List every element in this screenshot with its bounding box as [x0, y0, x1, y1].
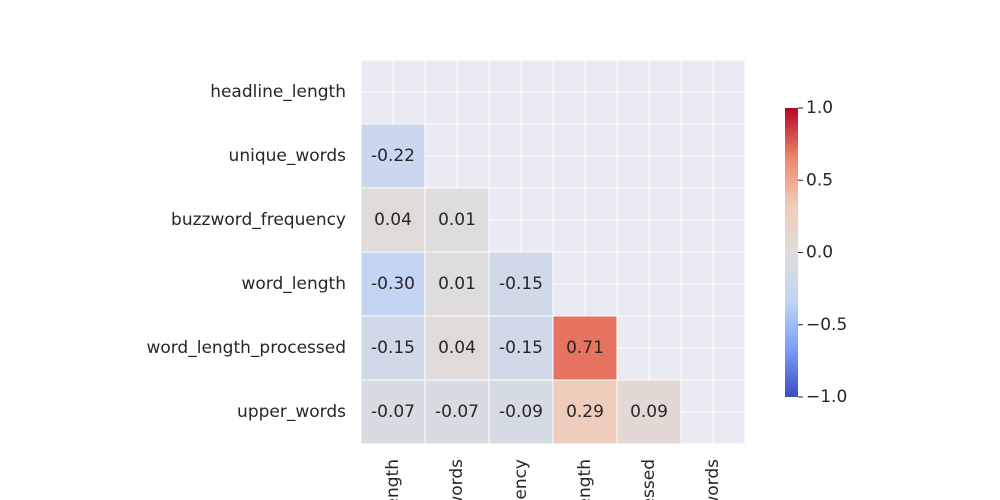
heatmap-cell — [360, 123, 426, 189]
heatmap-cell — [488, 379, 554, 445]
cell-label: -0.15 — [499, 274, 543, 294]
y-tick-label: word_length_processed — [146, 338, 346, 358]
heatmap-cell — [616, 379, 682, 445]
cell-label: -0.22 — [371, 146, 415, 166]
cell-label: 0.01 — [438, 210, 476, 230]
heatmap-cell — [552, 379, 618, 445]
heatmap-cell — [424, 315, 490, 381]
x-tick-label: headline_length — [383, 459, 403, 500]
cell-label: 0.04 — [438, 338, 476, 358]
x-tick-label: buzzword_frequency — [511, 459, 531, 500]
colorbar-tick-label: 0.0 — [806, 243, 833, 263]
x-tick-label: upper_words — [703, 459, 723, 500]
heatmap-cell — [488, 315, 554, 381]
heatmap-cell — [488, 251, 554, 317]
y-tick-label: headline_length — [210, 82, 346, 102]
heatmap-cell — [360, 251, 426, 317]
cell-label: 0.01 — [438, 274, 476, 294]
cell-label: -0.15 — [371, 338, 415, 358]
cell-label: -0.15 — [499, 338, 543, 358]
cell-label: 0.71 — [566, 338, 604, 358]
colorbar-tick-label: −0.5 — [806, 315, 847, 335]
heatmap-cell — [360, 315, 426, 381]
heatmap-cell — [360, 187, 426, 253]
x-tick-label: word_length_processed — [639, 459, 659, 500]
cell-label: -0.07 — [371, 402, 415, 422]
cell-label: -0.30 — [371, 274, 415, 294]
heatmap-cell — [424, 379, 490, 445]
colorbar — [785, 108, 798, 397]
heatmap-cell — [360, 379, 426, 445]
y-tick-label: buzzword_frequency — [171, 210, 346, 230]
colorbar-tick-label: 0.5 — [806, 170, 833, 190]
colorbar-tick-label: −1.0 — [806, 387, 847, 407]
y-tick-label: word_length — [242, 274, 346, 294]
y-tick-label: upper_words — [237, 402, 346, 422]
colorbar-tick-label: 1.0 — [806, 98, 833, 118]
x-tick-label: unique_words — [447, 459, 467, 500]
heatmap-cell — [552, 315, 618, 381]
x-tick-label: word_length — [575, 459, 595, 500]
cell-label: 0.04 — [374, 210, 412, 230]
y-tick-label: unique_words — [229, 146, 347, 166]
cell-label: 0.09 — [630, 402, 668, 422]
heatmap-cell — [424, 187, 490, 253]
cell-label: -0.09 — [499, 402, 543, 422]
cell-label: -0.07 — [435, 402, 479, 422]
cell-label: 0.29 — [566, 402, 604, 422]
